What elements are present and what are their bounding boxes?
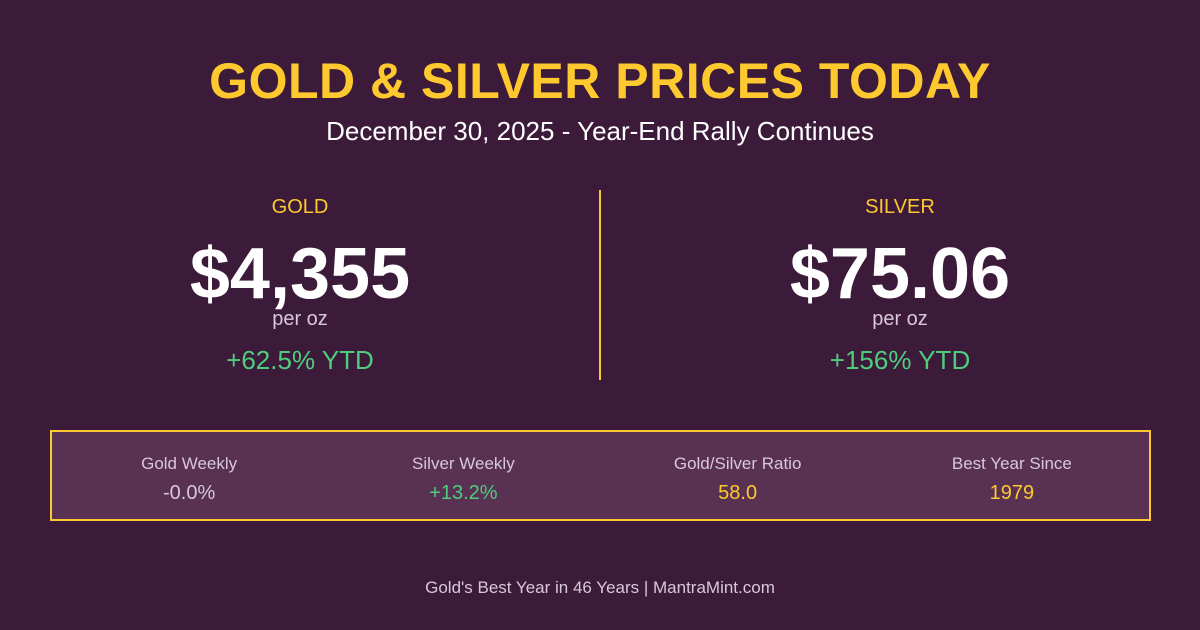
stat-silver-weekly: Silver Weekly +13.2% xyxy=(326,432,600,519)
footer-text: Gold's Best Year in 46 Years | MantraMin… xyxy=(425,578,775,597)
stat-gold-weekly: Gold Weekly -0.0% xyxy=(52,432,326,519)
page-title: GOLD & SILVER PRICES TODAY xyxy=(209,53,991,109)
gold-ytd-change: +62.5% YTD xyxy=(226,345,374,375)
stats-bar: Gold Weekly -0.0% Silver Weekly +13.2% G… xyxy=(50,430,1151,521)
stat-value: -0.0% xyxy=(163,482,216,504)
gold-unit: per oz xyxy=(272,308,328,330)
silver-label: SILVER xyxy=(865,196,935,218)
stat-label: Gold Weekly xyxy=(141,454,238,473)
silver-ytd-change: +156% YTD xyxy=(829,345,971,375)
stat-best-year-since: Best Year Since 1979 xyxy=(875,432,1149,519)
stat-label: Best Year Since xyxy=(951,454,1072,473)
silver-unit: per oz xyxy=(872,308,928,330)
silver-price: $75.06 xyxy=(789,234,1011,314)
divider xyxy=(599,190,601,380)
stat-gold-silver-ratio: Gold/Silver Ratio 58.0 xyxy=(601,432,875,519)
gold-price-panel: GOLD $4,355 per oz +62.5% YTD xyxy=(0,196,600,376)
silver-price-panel: SILVER $75.06 per oz +156% YTD xyxy=(600,196,1200,376)
stat-label: Gold/Silver Ratio xyxy=(673,454,802,473)
stat-value: +13.2% xyxy=(429,482,498,504)
gold-price: $4,355 xyxy=(189,234,411,314)
page-subtitle: December 30, 2025 - Year-End Rally Conti… xyxy=(326,116,874,146)
stat-value: 1979 xyxy=(989,482,1035,504)
stat-value: 58.0 xyxy=(718,482,758,504)
stat-label: Silver Weekly xyxy=(412,454,515,473)
gold-label: GOLD xyxy=(271,196,329,218)
